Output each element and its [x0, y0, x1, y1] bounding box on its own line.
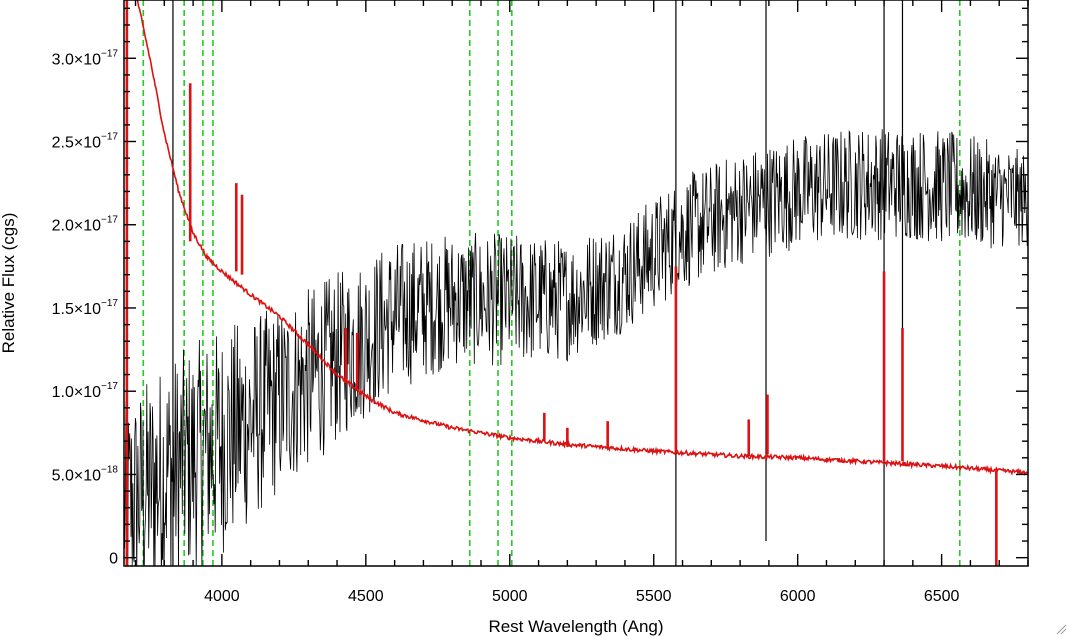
error-layer [125, 0, 1028, 566]
y-tick-label: 3.0×10−17 [52, 48, 119, 68]
resize-grip-icon[interactable] [1055, 623, 1067, 635]
plot-frame [123, 0, 1029, 567]
spectrum-line [124, 129, 1028, 566]
ticks-layer [124, 0, 1029, 566]
x-axis-label: Rest Wavelength (Ang) [488, 617, 663, 636]
x-tick-label: 6000 [780, 588, 816, 605]
y-tick-label: 2.0×10−17 [52, 215, 119, 235]
y-tick-label: 5.0×10−18 [52, 464, 119, 484]
y-tick-label: 2.5×10−17 [52, 132, 119, 152]
y-axis-label: Relative Flux (cgs) [0, 213, 18, 354]
x-tick-label: 4500 [348, 588, 384, 605]
tick-labels-layer: 4000 4500 5000 5500 6000 6500 0 5.0×10−18 1.0×10… [52, 48, 960, 605]
x-tick-label: 4000 [204, 588, 240, 605]
y-tick-label: 1.5×10−17 [52, 298, 119, 318]
vline-layer [142, 0, 961, 566]
y-tick-label: 0 [109, 551, 118, 568]
x-tick-label: 5000 [492, 588, 528, 605]
error-line [136, 0, 1028, 476]
y-tick-label: 1.0×10−17 [52, 381, 119, 401]
x-tick-label: 6500 [924, 588, 960, 605]
spectrum-layer [124, 0, 1028, 566]
x-tick-label: 5500 [636, 588, 672, 605]
